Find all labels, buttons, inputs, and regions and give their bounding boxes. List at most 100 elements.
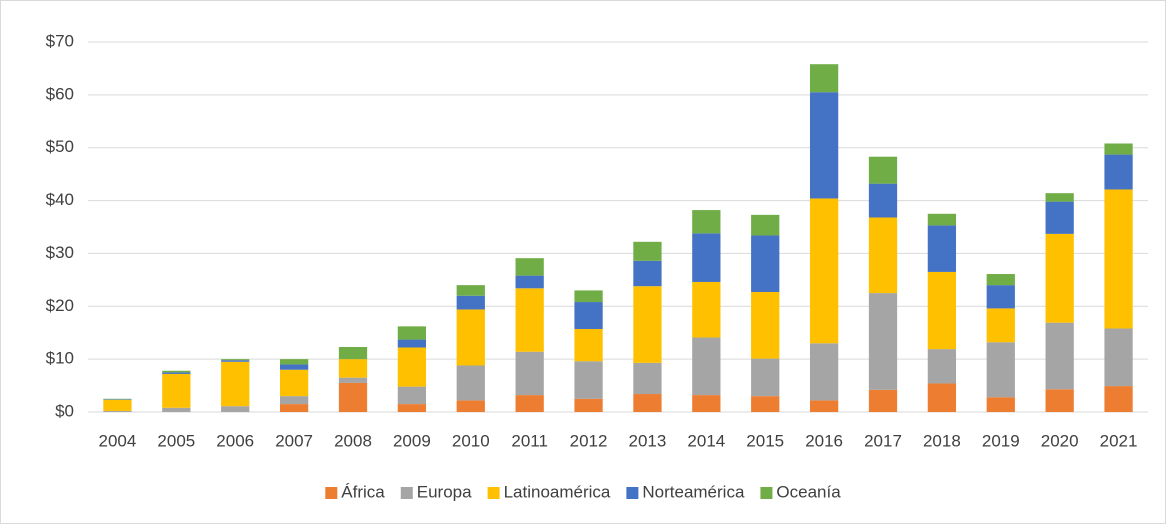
bar-segment [633,260,662,287]
x-tick-label: 2016 [805,431,843,450]
x-tick-label: 2015 [746,431,784,450]
bar-segment [751,235,780,293]
bar-segment [397,386,427,405]
bar-segment [515,275,544,289]
bar-segment [1104,328,1133,387]
bar-segment [103,399,132,411]
bar-segment [279,364,309,370]
bar-segment [868,293,898,390]
bar-segment [809,92,839,199]
bar-segment [986,285,1015,309]
bar-segment [279,369,309,397]
bar-segment [515,395,544,412]
legend-swatch [325,487,338,499]
bar-segment [162,373,191,408]
legend-swatch [760,487,773,499]
bar-segment [986,308,1015,343]
bar-segment [221,359,250,361]
x-tick-label: 2018 [923,431,961,450]
x-tick-label: 2005 [157,431,195,450]
bar-segment [574,302,603,330]
bar-segment [397,326,427,340]
y-tick-label: $20 [46,296,74,315]
bar-segment [633,241,662,261]
bar-segment [927,349,957,384]
bar-segment [279,359,309,365]
bar-segment [868,156,898,184]
bar-segment [221,360,250,362]
bar-segment [927,225,957,272]
bar-segment [397,339,427,348]
x-tick-label: 2010 [452,431,490,450]
bar-segment [574,361,603,399]
legend-label: Europa [417,482,472,501]
bar-segment [868,183,898,218]
y-tick-label: $50 [46,137,74,156]
bar-segment [809,64,839,93]
bar-segment [868,389,898,412]
y-tick-label: $70 [46,31,74,50]
bar-segment [103,399,132,400]
bar-segment [692,337,721,396]
bar-segment [456,400,485,412]
bar-segment [279,396,309,405]
x-tick-label: 2013 [629,431,667,450]
bar-segment [986,274,1015,286]
bar-segment [103,398,132,400]
bar-segment [574,329,603,362]
bar-segment [1045,193,1074,202]
bar-segment [1104,386,1133,412]
legend-swatch [400,487,413,499]
bar-segment [751,292,780,359]
y-tick-label: $40 [46,190,74,209]
bar-segment [692,233,721,282]
bar-segment [338,359,368,378]
x-tick-label: 2004 [99,431,137,450]
bar-segment [397,347,427,387]
bar-segment [338,377,368,383]
bar-segment [279,404,309,412]
x-tick-label: 2009 [393,431,431,450]
bar-segment [338,382,368,412]
x-tick-label: 2020 [1041,431,1079,450]
bar-segment [751,358,780,397]
bar-segment [338,346,368,360]
bar-segment [456,309,485,366]
bar-segment [692,281,721,338]
bar-segment [927,213,957,226]
legend-label: África [341,482,385,501]
bar-segment [927,271,957,350]
bar-segment [574,290,603,303]
bar-segment [515,351,544,396]
bar-segment [456,365,485,401]
x-tick-label: 2008 [334,431,372,450]
bar-segment [986,342,1015,398]
bar-segment [1104,143,1133,155]
bar-segment [633,362,662,395]
y-tick-label: $10 [46,349,74,368]
bar-segment [927,383,957,412]
x-tick-label: 2011 [511,431,548,450]
bar-segment [692,395,721,412]
bar-segment [162,372,191,374]
bar-segment [1045,233,1074,323]
bar-segment [633,394,662,412]
bar-segment [1045,389,1074,412]
bar-segment [1104,189,1133,329]
bar-segment [751,214,780,236]
bar-segment [515,258,544,276]
y-tick-label: $30 [46,243,74,262]
bar-segment [751,396,780,412]
x-tick-label: 2017 [864,431,902,450]
bar-segment [515,288,544,352]
y-tick-label: $0 [55,401,74,420]
x-tick-label: 2012 [570,431,608,450]
bar-segment [633,286,662,363]
bar-segment [162,370,191,373]
bar-segment [986,397,1015,412]
bar-segment [456,285,485,296]
bar-segment [809,400,839,412]
